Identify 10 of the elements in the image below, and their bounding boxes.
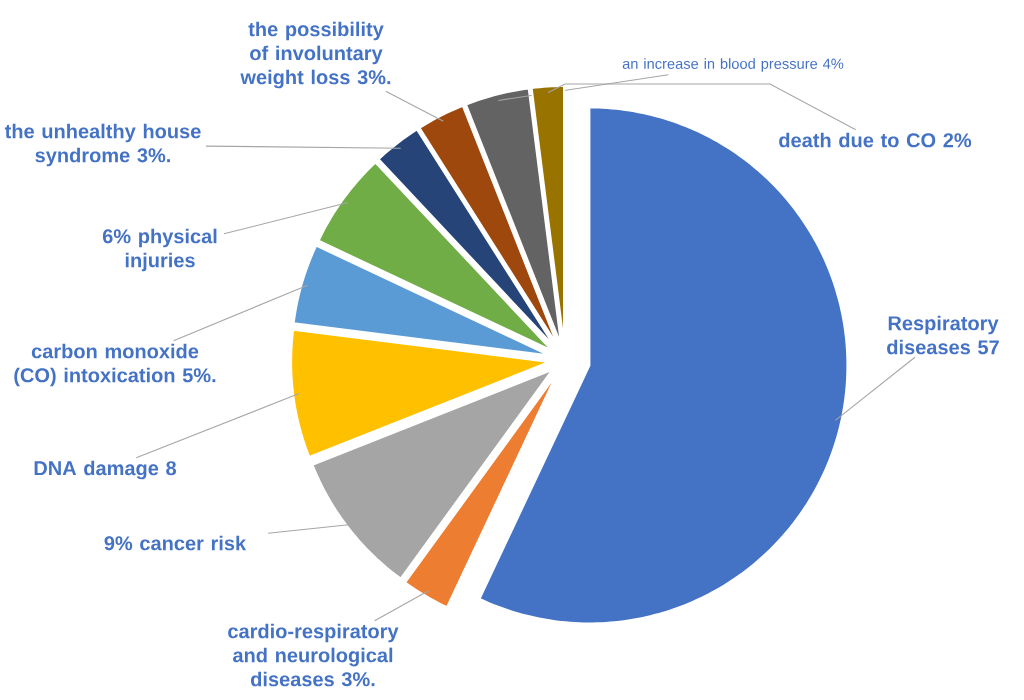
slice-label: 9% cancer risk bbox=[104, 535, 247, 551]
slice-label: carbon monoxide (CO) intoxication 5%. bbox=[14, 343, 216, 387]
slice-label: death due to CO 2% bbox=[779, 132, 972, 148]
slice-label: the unhealthy house syndrome 3%. bbox=[4, 123, 201, 167]
slice-label: cardio-respiratory and neurological diseases 3%. bbox=[228, 623, 399, 687]
slice-label: Respiratory diseases 57 bbox=[887, 315, 999, 355]
slice-label: DNA damage 8 bbox=[34, 460, 177, 480]
slice-label: 6% physical injuries bbox=[102, 228, 217, 272]
slice-label: the possibility of involuntary weight loss 3%. bbox=[240, 21, 391, 89]
slice-label: an increase in blood pressure 4% bbox=[622, 58, 844, 72]
